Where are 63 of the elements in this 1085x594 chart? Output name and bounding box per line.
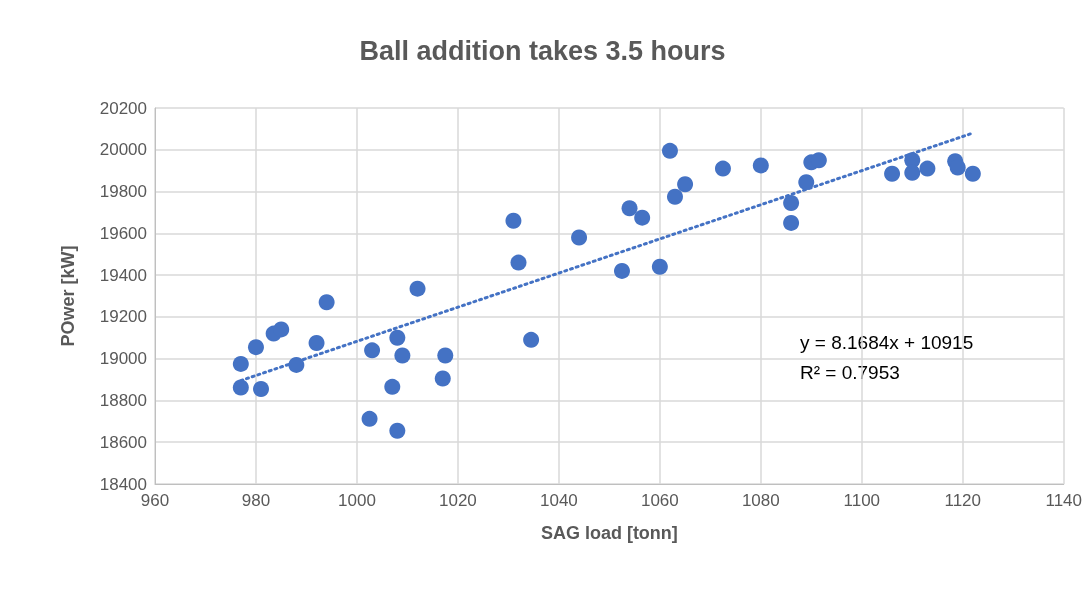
x-tick-label: 1020: [438, 491, 477, 510]
x-tick-label: 1100: [843, 491, 881, 510]
y-tick-label: 19800: [99, 182, 147, 202]
y-tick-label: 18800: [99, 390, 147, 410]
point: [389, 422, 406, 439]
x-tick-label: 1040: [539, 491, 578, 510]
point: [661, 142, 678, 159]
point: [884, 165, 901, 182]
point: [571, 229, 588, 246]
point: [409, 280, 426, 297]
point: [667, 188, 683, 205]
point: [677, 176, 694, 193]
point: [964, 165, 981, 182]
annotation: R² = 0.7953: [799, 362, 900, 383]
point: [904, 164, 921, 181]
point: [232, 355, 249, 372]
point: [523, 331, 540, 348]
point: [651, 258, 668, 275]
x-tick-label: 1080: [741, 491, 780, 510]
y-tick-label: 18600: [99, 432, 147, 452]
y-tick-label: 18400: [99, 474, 147, 494]
point: [714, 160, 731, 177]
point: [361, 410, 378, 427]
point: [752, 157, 769, 174]
point: [798, 174, 815, 191]
x-tick-label: 1060: [640, 491, 679, 510]
point: [288, 356, 305, 373]
y-tick-label: 19000: [99, 349, 147, 369]
y-tick-label: 20000: [99, 140, 147, 160]
point: [614, 262, 630, 279]
y-tick-label: 20200: [99, 98, 147, 118]
x-tick-label: 980: [241, 491, 271, 510]
point: [318, 294, 335, 311]
point: [783, 195, 800, 212]
y-tick-label: 19600: [99, 223, 147, 243]
x-tick-label: 1140: [1045, 491, 1082, 510]
point: [273, 321, 290, 338]
point: [949, 159, 966, 176]
annotation: y = 8.1684x + 10915: [799, 332, 974, 353]
point: [253, 380, 270, 397]
chart-title: Ball addition takes 3.5 hours: [359, 35, 726, 66]
point: [384, 378, 401, 395]
point: [634, 209, 651, 226]
point: [437, 347, 454, 364]
point: [389, 329, 406, 346]
point: [364, 342, 381, 359]
point: [505, 212, 522, 229]
y-tick-label: 19200: [99, 307, 147, 327]
point: [783, 214, 800, 231]
x-tick-label: 1120: [944, 491, 982, 510]
point: [919, 160, 936, 177]
point: [394, 347, 411, 364]
point: [308, 335, 325, 351]
y-tick-label: 19400: [99, 265, 147, 285]
point: [232, 379, 249, 396]
x-axis-title: SAG load [tonn]: [540, 523, 678, 543]
x-tick-label: 1000: [338, 491, 376, 510]
x-tick-label: 960: [140, 491, 170, 510]
point: [621, 200, 638, 217]
point: [247, 339, 264, 356]
y-axis-title: POwer [kW]: [58, 245, 78, 347]
point: [510, 254, 527, 271]
point: [434, 370, 451, 387]
